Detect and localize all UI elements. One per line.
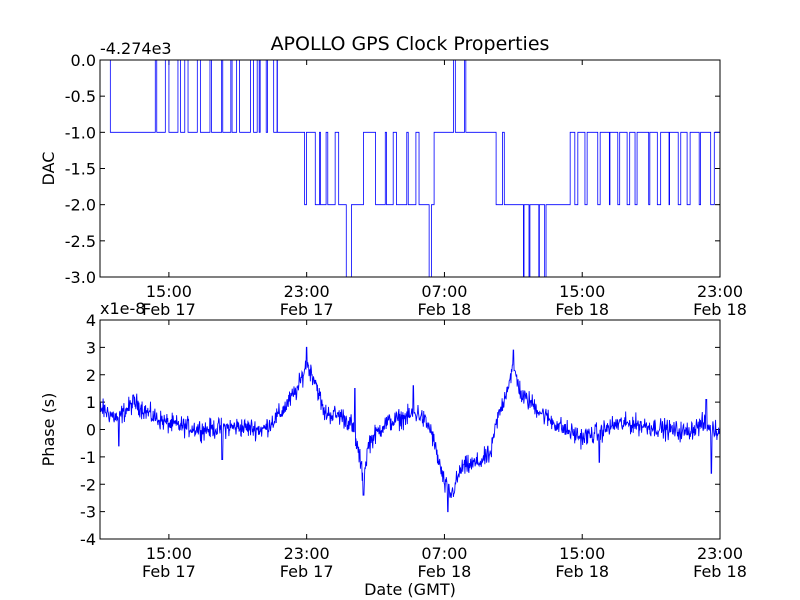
dac-ylabel: DAC bbox=[39, 152, 58, 186]
dac-xtick-label: 15:00 bbox=[146, 282, 192, 301]
phase-ytick-label: -4 bbox=[80, 530, 96, 549]
dac-xtick-label: 23:00 bbox=[284, 282, 330, 301]
phase-xtick-label: 07:00 bbox=[421, 544, 467, 563]
phase-ytick-label: 3 bbox=[86, 338, 96, 357]
dac-ytick-label: -0.5 bbox=[65, 87, 96, 106]
dac-ytick-label: -3.0 bbox=[65, 268, 96, 287]
dac-series-line bbox=[100, 60, 720, 277]
dac-xtick-sublabel: Feb 17 bbox=[280, 300, 334, 319]
dac-axes-frame bbox=[99, 59, 721, 278]
phase-ytick-label: 1 bbox=[86, 393, 96, 412]
phase-ytick-label: -3 bbox=[80, 503, 96, 522]
dac-xtick-label: 07:00 bbox=[421, 282, 467, 301]
phase-xtick-sublabel: Feb 18 bbox=[418, 562, 472, 581]
figure-title: APOLLO GPS Clock Properties bbox=[271, 33, 550, 55]
phase-ylabel: Phase (s) bbox=[39, 393, 58, 467]
dac-xtick-label: 23:00 bbox=[697, 282, 743, 301]
phase-ytick-label: 4 bbox=[86, 311, 96, 330]
dac-xtick-sublabel: Feb 18 bbox=[693, 300, 747, 319]
phase-xtick-label: 23:00 bbox=[284, 544, 330, 563]
phase-ytick-label: 2 bbox=[86, 366, 96, 385]
phase-xtick-sublabel: Feb 18 bbox=[555, 562, 609, 581]
dac-xtick-sublabel: Feb 18 bbox=[418, 300, 472, 319]
dac-ytick-label: -2.0 bbox=[65, 196, 96, 215]
phase-xtick-sublabel: Feb 17 bbox=[142, 562, 196, 581]
phase-xtick-label: 23:00 bbox=[697, 544, 743, 563]
phase-series-line bbox=[100, 346, 720, 513]
dac-xtick-label: 15:00 bbox=[559, 282, 605, 301]
phase-ytick-label: 0 bbox=[86, 421, 96, 440]
phase-xtick-label: 15:00 bbox=[146, 544, 192, 563]
dac-ytick-label: -1.0 bbox=[65, 123, 96, 142]
dac-ytick-label: -2.5 bbox=[65, 232, 96, 251]
phase-xtick-label: 15:00 bbox=[559, 544, 605, 563]
dac-xtick-sublabel: Feb 18 bbox=[555, 300, 609, 319]
dac-xtick-sublabel: Feb 17 bbox=[142, 300, 196, 319]
phase-axes-frame bbox=[99, 319, 721, 540]
phase-xlabel: Date (GMT) bbox=[364, 580, 456, 599]
phase-xtick-sublabel: Feb 17 bbox=[280, 562, 334, 581]
phase-ytick-label: -2 bbox=[80, 475, 96, 494]
dac-offset-label: -4.274e3 bbox=[100, 39, 172, 58]
phase-ytick-label: -1 bbox=[80, 448, 96, 467]
phase-xtick-sublabel: Feb 18 bbox=[693, 562, 747, 581]
dac-ytick-label: -1.5 bbox=[65, 160, 96, 179]
dac-ytick-label: 0.0 bbox=[71, 51, 96, 70]
phase-offset-label: x1e-8 bbox=[100, 299, 145, 318]
